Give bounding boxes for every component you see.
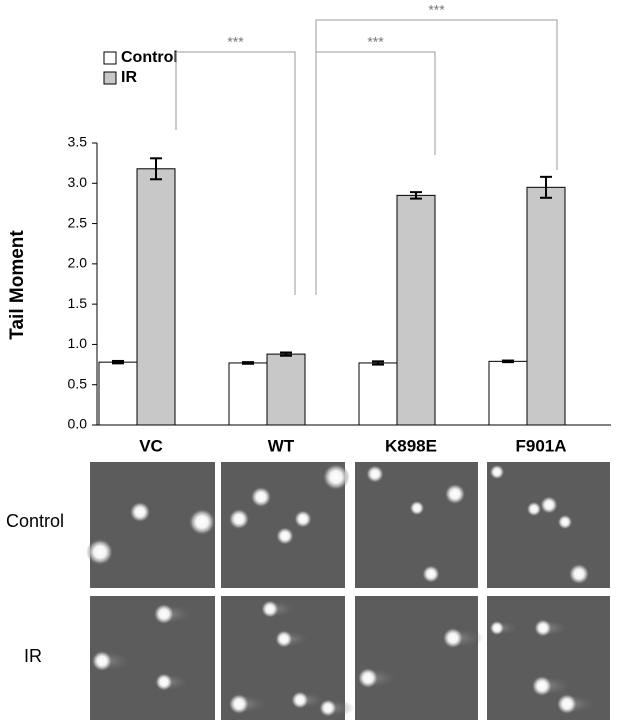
micrograph-bg [355,596,478,720]
comet-head [442,627,464,649]
bar [136,168,176,426]
x-tick-label: WT [268,436,295,455]
x-tick-label: VC [139,436,163,455]
comet-head [261,600,279,618]
comet-head [294,510,312,528]
comet-head [322,463,350,491]
y-axis-label: Tail Moment [7,230,28,340]
bar [228,362,268,426]
micrograph [221,596,355,720]
micrograph-bg [355,462,478,588]
bar [526,186,566,426]
legend-swatch [103,71,117,85]
y-tick-label: 3.0 [68,174,88,190]
y-tick-label: 0.0 [68,416,88,432]
comet-head [489,620,505,636]
comet-head [422,565,440,583]
comet-head [531,675,553,697]
y-tick-label: 2.0 [68,255,88,271]
error-bar [502,359,514,364]
bar [396,194,436,426]
comet-head [568,563,590,585]
significance-label: *** [428,2,445,18]
y-tick-label: 1.5 [68,295,88,311]
micrograph-bg [487,462,610,588]
comet-head [155,673,173,691]
error-bar [280,351,292,357]
micrograph [487,462,610,588]
comet-head [556,693,578,715]
legend-label: Control [121,49,178,66]
micrograph [487,596,610,720]
bar [266,353,306,426]
comet-head [357,667,379,689]
y-tick-label: 0.5 [68,375,88,391]
y-tick-label: 3.5 [68,134,88,150]
micrograph [355,462,478,588]
row-label: IR [24,646,42,666]
legend-swatch [103,51,117,65]
comet-head [534,619,552,637]
micrograph [90,596,215,720]
comet-head [319,699,337,717]
comet-head [91,650,113,672]
comet-head [276,527,294,545]
comet-head [557,514,573,530]
comet-head [228,693,250,715]
micrograph [355,596,484,720]
comet-head [366,465,384,483]
error-bar [540,175,552,199]
bar [98,361,138,426]
error-bar [372,360,384,366]
y-tick-label: 1.0 [68,335,88,351]
significance-label: *** [227,34,244,50]
error-bar [242,361,254,365]
comet-head [291,691,309,709]
legend-label: IR [121,69,137,86]
x-tick-label: F901A [515,436,566,455]
micrograph [221,462,350,588]
comet-head [409,500,425,516]
comet-head [228,508,250,530]
comet-head [188,508,216,536]
comet-head [250,486,272,508]
y-tick-label: 2.5 [68,214,88,230]
significance-bracket [315,19,558,295]
comet-head [489,464,505,480]
bar [358,362,398,426]
comet-head [275,630,293,648]
row-label: Control [6,511,64,531]
comet-head [526,501,542,517]
micrograph [86,462,216,588]
comet-head [444,483,466,505]
comet-head [153,603,175,625]
comet-head [540,496,558,514]
error-bar [150,157,162,181]
significance-bracket [175,51,296,295]
error-bar [410,191,422,200]
comet-head [86,538,114,566]
bar [488,360,528,426]
x-tick-label: K898E [385,436,437,455]
comet-head [129,501,151,523]
error-bar [112,359,124,365]
significance-label: *** [367,34,384,50]
